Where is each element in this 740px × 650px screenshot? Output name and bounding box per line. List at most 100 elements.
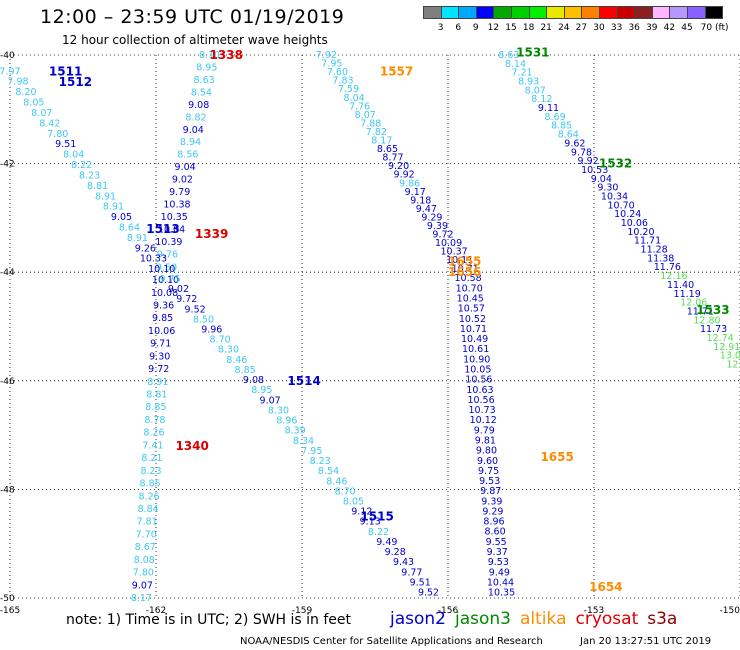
wave-height-value: 8.69 <box>544 112 565 123</box>
color-scale-label: 70 (ft) <box>700 23 729 33</box>
wave-height-value: 8.26 <box>143 428 164 439</box>
wave-height-value: 12.74 <box>707 333 734 344</box>
wave-height-value: 9.17 <box>405 187 426 198</box>
wave-height-value: 10.45 <box>457 294 484 305</box>
wave-height-value: 9.85 <box>152 313 173 324</box>
y-tick-label: -50 <box>0 594 15 604</box>
wave-height-value: 7.81 <box>137 517 158 528</box>
wave-height-value: 8.91 <box>127 233 148 244</box>
wave-height-value: 9.04 <box>175 162 196 173</box>
wave-height-value: 9.02 <box>168 284 189 295</box>
wave-height-value: 8.82 <box>185 112 206 123</box>
wave-height-value: 7.97 <box>0 66 21 77</box>
wave-height-value: 9.49 <box>489 567 510 578</box>
wave-height-value: 10.70 <box>456 283 483 294</box>
wave-height-value: 8.96 <box>276 416 297 427</box>
chart-grid <box>9 54 740 599</box>
wave-height-value: 9.96 <box>201 325 222 336</box>
units-note: note: 1) Time is in UTC; 2) SWH is in fe… <box>66 612 352 628</box>
wave-height-value: 10.56 <box>467 395 494 406</box>
wave-height-value: 8.54 <box>318 466 339 477</box>
wave-height-value: 8.08 <box>134 555 155 566</box>
wave-height-value: 8.17 <box>131 593 152 604</box>
wave-height-value: 10.71 <box>460 324 487 335</box>
color-scale-swatch <box>528 6 548 19</box>
wave-height-value: 7.98 <box>7 77 28 88</box>
wave-height-value: 9.12 <box>351 507 372 518</box>
wave-height-value: 8.46 <box>326 476 347 487</box>
wave-height-value: 8.85 <box>140 479 161 490</box>
color-scale-label: 18 <box>522 23 535 33</box>
wave-height-value: 9.80 <box>476 446 497 457</box>
wave-height-value: 8.60 <box>484 527 505 538</box>
x-tick-label: -153 <box>584 606 604 616</box>
pass-time-label: 1339 <box>195 227 228 241</box>
wave-height-value: 10.04 <box>158 224 185 235</box>
wave-height-value: 10.06 <box>621 218 648 229</box>
chart-subtitle: 12 hour collection of altimeter wave hei… <box>62 33 328 47</box>
wave-height-value: 8.95 <box>251 385 272 396</box>
wave-height-value: 10.57 <box>458 304 485 315</box>
wave-height-value: 9.26 <box>135 243 156 254</box>
wave-height-value: 8.85 <box>235 365 256 376</box>
wave-height-value: 10.05 <box>464 365 491 376</box>
wave-height-value: 12.80 <box>693 315 720 326</box>
color-scale-swatch <box>511 6 530 19</box>
wave-height-value: 9.76 <box>157 250 178 261</box>
pass-time-label: 1515 <box>360 510 393 524</box>
wave-height-value: 11.73 <box>700 324 727 335</box>
wave-height-value: 10.35 <box>161 212 188 223</box>
satellite-legend-altika: altika <box>520 609 567 629</box>
wave-height-value: 8.93 <box>518 77 539 88</box>
x-tick-label: -159 <box>292 606 313 616</box>
wave-height-value: 8.46 <box>226 355 247 366</box>
color-scale-label: 30 <box>593 23 605 33</box>
pass-time-label: 1512 <box>59 75 92 89</box>
color-scale-swatch <box>581 6 600 19</box>
wave-height-value: 8.30 <box>268 405 289 416</box>
wave-height-value: 8.10 <box>199 50 220 61</box>
wave-height-value: 9.28 <box>385 547 406 558</box>
wave-height-value: 7.88 <box>360 118 381 129</box>
wave-height-value: 9.39 <box>427 221 448 232</box>
wave-height-value: 12.16 <box>660 271 687 282</box>
wave-height-value: 8.94 <box>180 137 201 148</box>
wave-height-value: 10.71 <box>452 264 479 275</box>
color-scale-label: 39 <box>646 23 658 33</box>
wave-height-value: 8.81 <box>87 181 108 192</box>
color-scale-swatch <box>599 6 618 19</box>
pass-time-label: 1654 <box>589 580 622 594</box>
wave-height-value: 7.41 <box>142 440 163 451</box>
color-scale-label: 9 <box>472 23 479 33</box>
wave-height-value: 12.91 <box>713 342 740 353</box>
wave-height-value: 7.92 <box>316 50 337 61</box>
wave-height-value: 7.83 <box>332 76 353 87</box>
wave-height-value: 10.11 <box>446 255 473 266</box>
color-scale-label: 36 <box>628 23 640 33</box>
wave-height-value: 10.37 <box>441 247 468 258</box>
wave-height-value: 8.21 <box>141 453 162 464</box>
color-scale-swatch <box>651 6 671 19</box>
wave-height-value: 7.82 <box>366 127 387 138</box>
color-scale-label: 12 <box>487 23 500 33</box>
pass-time-label: 1532 <box>599 157 632 171</box>
wave-height-value: 8.39 <box>285 426 306 437</box>
wave-height-value: 8.64 <box>558 130 579 141</box>
wave-height-value: 10.24 <box>614 209 641 220</box>
color-scale-label: 33 <box>610 23 623 33</box>
wave-height-value: 9.29 <box>421 212 442 223</box>
wave-height-value: 10.35 <box>488 588 515 599</box>
wave-height-value: 9.30 <box>597 183 618 194</box>
wave-height-value: 8.70 <box>335 486 356 497</box>
wave-height-value: 8.04 <box>63 150 84 161</box>
y-tick-label: -46 <box>0 377 15 387</box>
wave-height-value: 10.10 <box>148 264 175 275</box>
satellite-legend-s3a: s3a <box>647 609 678 629</box>
x-tick-label: -162 <box>146 606 166 616</box>
wave-height-value: 9.37 <box>487 547 508 558</box>
wave-height-value: 8.17 <box>371 136 392 147</box>
wave-height-value: 8.05 <box>343 497 364 508</box>
wave-height-value: 8.22 <box>71 160 92 171</box>
pass-time-label: 1340 <box>175 439 208 453</box>
